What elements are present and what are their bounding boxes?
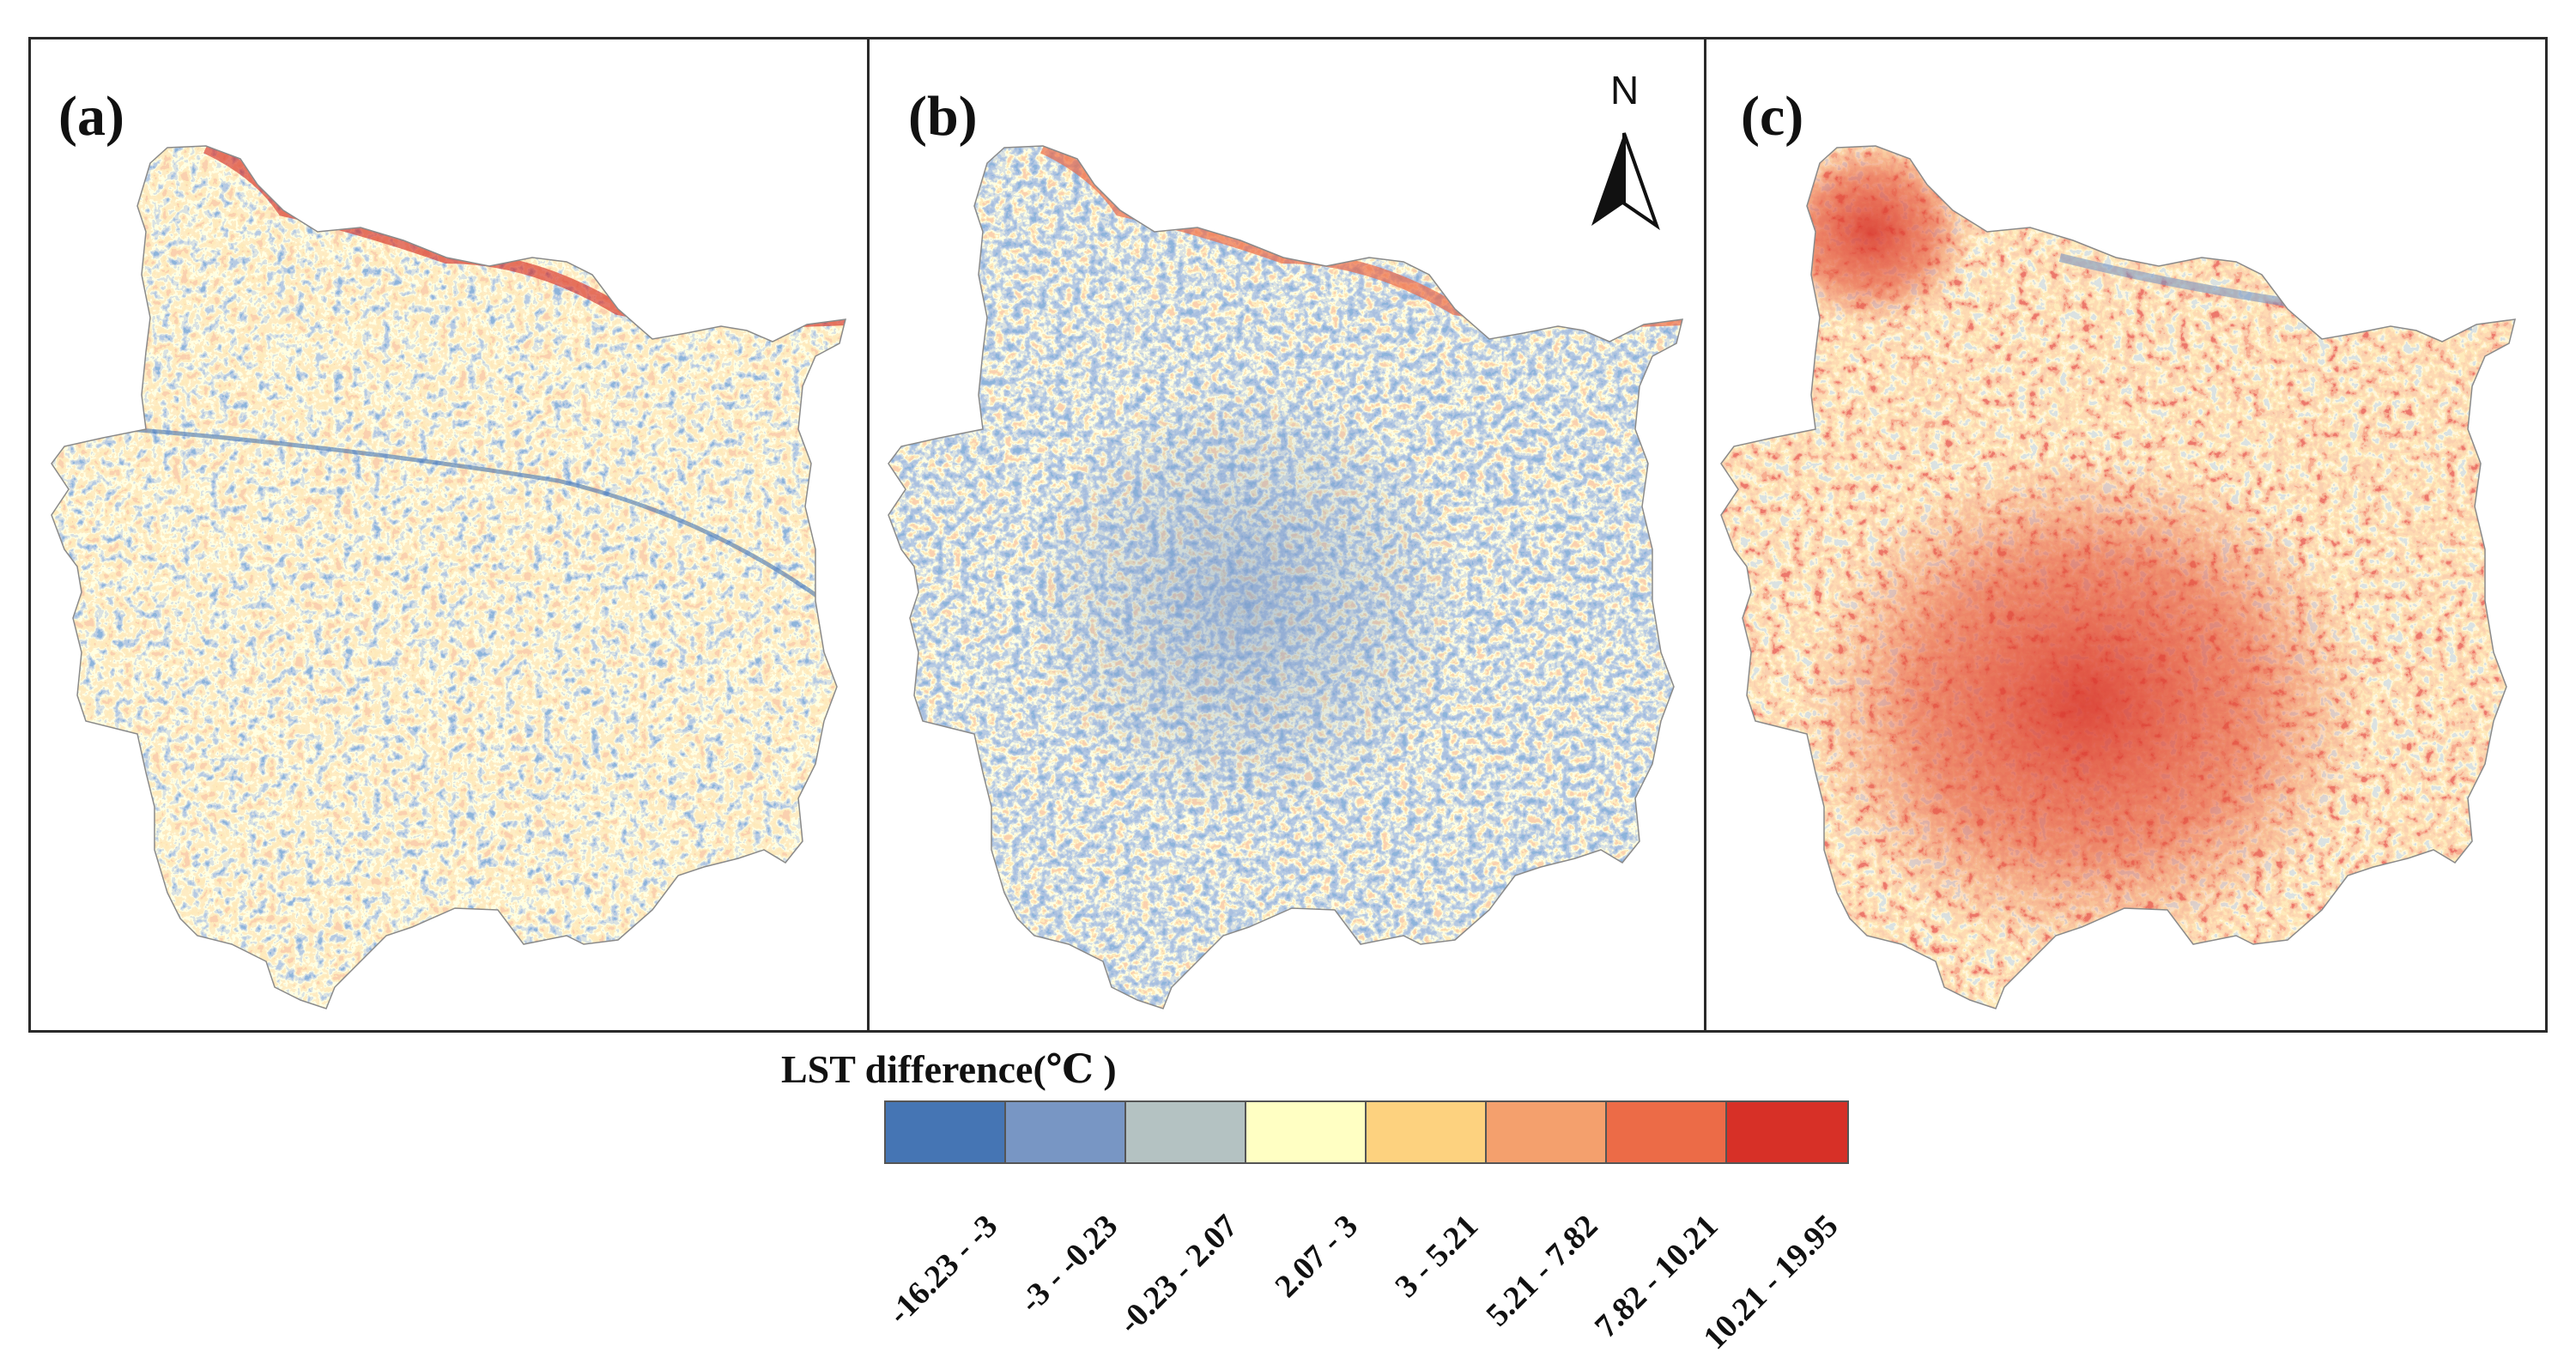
north-arrow-label: N [1610, 68, 1640, 112]
panel-label-c: (c) [1741, 85, 1804, 148]
map-panel-b [888, 145, 1683, 1009]
legend-swatch-3 [1126, 1102, 1246, 1162]
map-panel-c [1720, 145, 2516, 1009]
panel-divider-2 [1704, 37, 1706, 1033]
north-arrow-icon [1591, 132, 1660, 231]
legend-swatch-6 [1487, 1102, 1607, 1162]
figure-frame [28, 37, 2548, 1033]
legend-swatch-1 [886, 1102, 1006, 1162]
map-panel-a [51, 145, 846, 1009]
legend-swatch-7 [1607, 1102, 1727, 1162]
legend-swatch-8 [1727, 1102, 1847, 1162]
panel-label-a: (a) [58, 85, 124, 148]
legend-swatch-2 [1006, 1102, 1126, 1162]
panel-label-b: (b) [908, 85, 978, 148]
legend-title: LST difference(℃ ) [781, 1047, 1117, 1091]
legend-swatch-4 [1246, 1102, 1367, 1162]
legend-color-bar [884, 1100, 1849, 1164]
panel-divider-1 [867, 37, 870, 1033]
legend-swatch-5 [1367, 1102, 1487, 1162]
